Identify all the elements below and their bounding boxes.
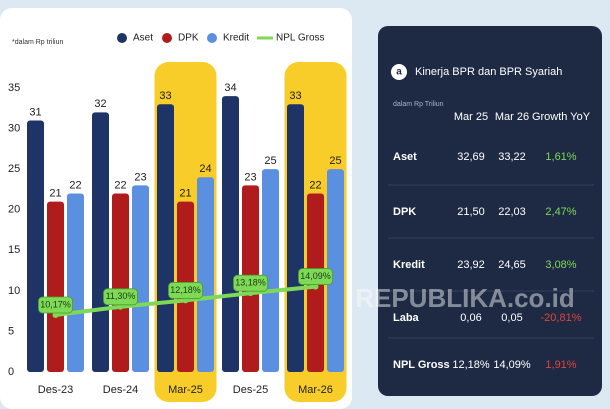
bar [222,96,239,372]
npl-point [247,290,254,297]
npl-label-box [168,282,203,299]
column-header: Growth YoY [532,111,591,123]
legend-marker [117,33,127,43]
cell: 32,69 [457,151,485,163]
y-tick-label: 30 [8,122,20,134]
y-tick-label: 25 [8,163,20,175]
chart: 0 5 10 15 20 25 30 35 Des-23 Des-24 Mar-25 Des-25 Ma… [8,33,347,402]
row-label: NPL Gross [393,359,450,371]
cell: 12,18% [452,359,490,371]
row-label: Aset [393,151,417,163]
cell: 0,05 [501,312,522,324]
legend-label: DPK [178,33,199,44]
table-title: Kinerja BPR dan BPR Syariah [415,66,562,78]
unit-note: *dalam Rp triliun [12,39,63,46]
bar-label: 33 [289,90,301,102]
x-tick-label: Mar-25 [168,384,203,396]
bar-label: 21 [179,188,191,200]
bar-label: 33 [159,90,171,102]
npl-label: 14,09% [300,271,331,281]
npl-label-box [38,296,73,314]
cell: 23,92 [457,259,485,271]
cell: 3,08% [545,259,576,271]
logo [391,64,407,80]
bar [67,193,84,372]
cell: 2,47% [545,206,576,218]
bar-label: 23 [134,171,146,183]
cell: 22,03 [498,206,526,218]
x-tick-label: Des-23 [38,384,73,396]
row-label: DPK [393,206,416,218]
npl-point [312,283,319,290]
row-label: Laba [393,312,420,324]
legend-marker [207,33,217,43]
cell: 1,61% [545,151,576,163]
bar [132,185,149,372]
x-tick-label: Mar-26 [298,384,333,396]
bar [92,112,109,372]
bar-label: 25 [329,155,341,167]
column-header: Mar 26 [495,111,529,123]
cell: 1,91% [545,359,576,371]
npl-label-box [233,274,268,292]
legend-label: Kredit [223,33,249,44]
y-tick-label: 10 [8,285,20,297]
npl-label: 10,17% [40,299,71,309]
cell: 24,65 [498,259,526,271]
bar-label: 25 [264,155,276,167]
bar-label: 24 [199,163,211,175]
bar-label: 31 [29,106,41,118]
watermark: REPUBLIKA.co.id [355,283,575,313]
y-tick-label: 15 [8,244,20,256]
cell: 33,22 [498,151,526,163]
npl-label: 12,18% [170,285,201,295]
y-tick-label: 0 [8,366,14,378]
cell: 0,06 [460,312,481,324]
cell: -20,81% [541,312,582,324]
bar [327,169,344,372]
table-card [378,26,602,396]
x-tick-label: Des-24 [103,384,138,396]
cell: 14,09% [493,359,531,371]
bar-label: 22 [69,179,81,191]
bar [197,177,214,372]
npl-point [117,303,124,310]
bar-label: 22 [114,179,126,191]
bar [47,201,64,372]
bar [287,104,304,372]
bar-label: 21 [49,188,61,200]
row-label: Kredit [393,259,425,271]
bar [157,104,174,372]
bar [112,193,129,372]
bar [262,169,279,372]
table: Mar 25 Mar 26 Growth YoY Aset 32,69 33,22 1,61… [388,111,594,371]
npl-label-box [298,268,333,285]
bar-label: 23 [244,171,256,183]
bar-label: 22 [309,179,321,191]
y-tick-label: 5 [8,325,14,337]
legend-marker [162,33,172,43]
legend-label: NPL Gross [276,33,325,44]
npl-label-box [103,288,138,306]
legend-label: Aset [133,33,153,44]
table-note: dalam Rp Triliun [393,101,444,108]
logo-letter: a [396,67,402,78]
bar [27,120,44,372]
bar-label: 34 [224,82,236,94]
column-header: Mar 25 [454,111,488,123]
cell: 21,50 [457,206,485,218]
y-tick-label: 35 [8,82,20,94]
npl-point [182,297,189,304]
npl-label: 13,18% [235,278,266,288]
bar-label: 32 [94,98,106,110]
npl-label: 11,30% [106,291,136,301]
npl-point [52,311,59,318]
y-tick-label: 20 [8,204,20,216]
x-tick-label: Des-25 [233,384,268,396]
